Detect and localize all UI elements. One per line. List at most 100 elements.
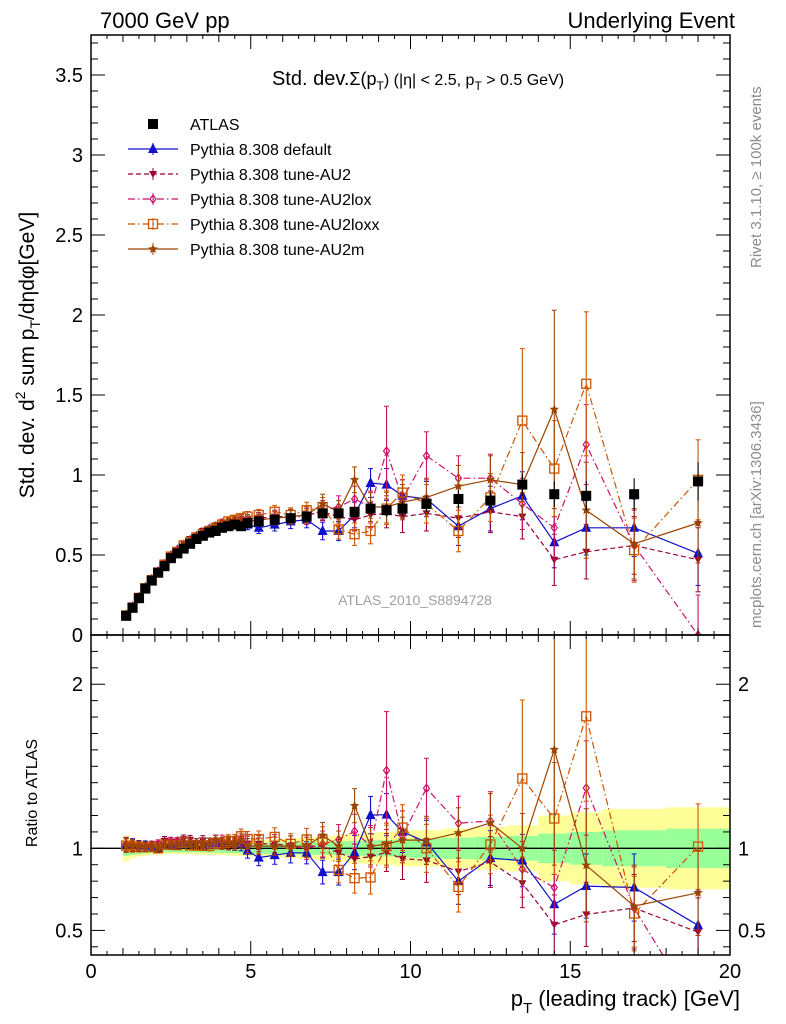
- y-tick-label: 1.5: [55, 385, 83, 407]
- ratio-plot-area: [91, 635, 730, 955]
- series-pythia-8-308-tune-au2m: [121, 309, 703, 620]
- legend-entry: Pythia 8.308 tune-AU2lox: [128, 192, 371, 209]
- data-point: [349, 506, 360, 517]
- data-point: [382, 446, 391, 456]
- main-panel: 0 0.5 1 1.5 2 2.5 3 3.5 Std. dev.Σ(pT) (|η| < 2…: [12, 34, 731, 647]
- rivet-side-label: Rivet 3.1.10, ≥ 100k events: [748, 86, 765, 268]
- ratio-point: [210, 835, 221, 845]
- ratio-y-tick-label: 2: [72, 674, 83, 696]
- series-atlas: [121, 462, 704, 621]
- ratio-point: [333, 864, 344, 876]
- data-point: [349, 529, 360, 540]
- ratio-point: [253, 851, 264, 862]
- ratio-point: [397, 835, 408, 845]
- ratio-point: [223, 838, 234, 848]
- series-line: [125, 443, 699, 635]
- ratio-point: [485, 817, 496, 827]
- ratio-point: [365, 841, 376, 851]
- y-tick-label: 3.5: [55, 65, 83, 87]
- legend-label: ATLAS: [190, 117, 240, 134]
- data-point: [121, 610, 132, 621]
- ratio-point: [333, 841, 344, 851]
- data-point: [549, 404, 559, 414]
- series-line: [125, 407, 699, 616]
- ratio-point: [349, 873, 360, 884]
- x-tick-label: 15: [559, 961, 581, 983]
- data-point: [159, 561, 170, 572]
- y-tick-label: 0.5: [55, 545, 83, 567]
- data-point: [216, 522, 227, 533]
- legend-marker: [147, 218, 159, 230]
- data-point: [204, 527, 215, 538]
- data-point: [172, 548, 183, 559]
- data-point: [453, 481, 464, 491]
- data-point: [317, 498, 328, 508]
- main-ytick-labels: 0 0.5 1 1.5 2 2.5 3 3.5: [55, 65, 83, 647]
- ratio-point: [581, 860, 591, 870]
- data-point: [178, 543, 189, 554]
- main-title: Std. dev.Σ(pT) (|η| < 2.5, pT > 0.5 GeV): [272, 68, 564, 93]
- ratio-y-tick-label-right: 0.5: [738, 920, 766, 942]
- data-point: [140, 583, 151, 594]
- data-point: [517, 415, 528, 426]
- data-point: [253, 521, 264, 532]
- ratio-y-tick-label-right: 2: [738, 674, 749, 696]
- series-line: [125, 381, 699, 616]
- ratio-point: [349, 800, 360, 810]
- ratio-point: [172, 840, 182, 850]
- data-point: [550, 522, 559, 533]
- ratio-y-tick-label: 0.5: [55, 920, 83, 942]
- legend-marker: [148, 143, 158, 153]
- ratio-point: [242, 841, 253, 850]
- ratio-point: [549, 744, 559, 754]
- series-pythia-8-308-tune-au2loxx: [120, 311, 704, 621]
- data-point: [350, 516, 359, 524]
- data-point: [453, 525, 464, 537]
- ratio-point: [629, 901, 639, 911]
- legend: ATLAS Pythia 8.308 default Pythia 8.308 tu…: [128, 117, 379, 259]
- legend-label: Pythia 8.308 tune-AU2lox: [190, 192, 371, 209]
- ratio-point: [178, 837, 189, 847]
- legend-entry: Pythia 8.308 tune-AU2m: [128, 242, 364, 259]
- data-point: [191, 534, 202, 544]
- x-axis-label: pT (leading track) [GeV]: [511, 986, 740, 1017]
- data-point: [629, 489, 640, 500]
- y-tick-label: 2: [72, 305, 83, 327]
- ratio-point: [204, 838, 214, 848]
- data-point: [365, 525, 376, 537]
- x-tick-labels: 0 5 10 15 20: [85, 961, 741, 983]
- ratio-point: [317, 866, 328, 877]
- ratio-point: [185, 837, 195, 847]
- legend-label: Pythia 8.308 tune-AU2: [190, 167, 351, 184]
- ratio-point: [422, 783, 431, 794]
- legend-marker: [149, 194, 157, 204]
- legend-label: Pythia 8.308 tune-AU2loxx: [190, 217, 379, 234]
- data-point: [694, 630, 702, 635]
- main-plot-area: [120, 309, 704, 635]
- data-point: [165, 553, 176, 564]
- ratio-point: [693, 887, 703, 897]
- ratio-point: [270, 841, 280, 851]
- data-point: [210, 526, 221, 536]
- x-tick-label: 0: [85, 961, 96, 983]
- x-tick-label: 10: [399, 961, 421, 983]
- ratio-point: [382, 765, 391, 776]
- ratio-point: [517, 773, 528, 784]
- data-point: [629, 538, 639, 548]
- data-point: [365, 503, 376, 514]
- data-point: [381, 505, 392, 516]
- data-point: [422, 450, 431, 461]
- ratio-point: [301, 841, 312, 851]
- ratio-panel: 0.5 0.5 1 1 2 2 0 5 10 15 20 Ratio to ATLAS pT (l…: [24, 634, 766, 1017]
- data-point: [581, 490, 592, 501]
- data-point: [269, 514, 280, 525]
- data-point: [301, 511, 312, 522]
- data-point: [253, 516, 264, 527]
- ratio-point: [453, 827, 464, 837]
- ratio-point: [350, 826, 359, 837]
- ratio-point: [198, 838, 208, 848]
- ratio-point: [421, 835, 432, 845]
- ratio-point: [153, 843, 163, 853]
- data-point: [517, 479, 528, 490]
